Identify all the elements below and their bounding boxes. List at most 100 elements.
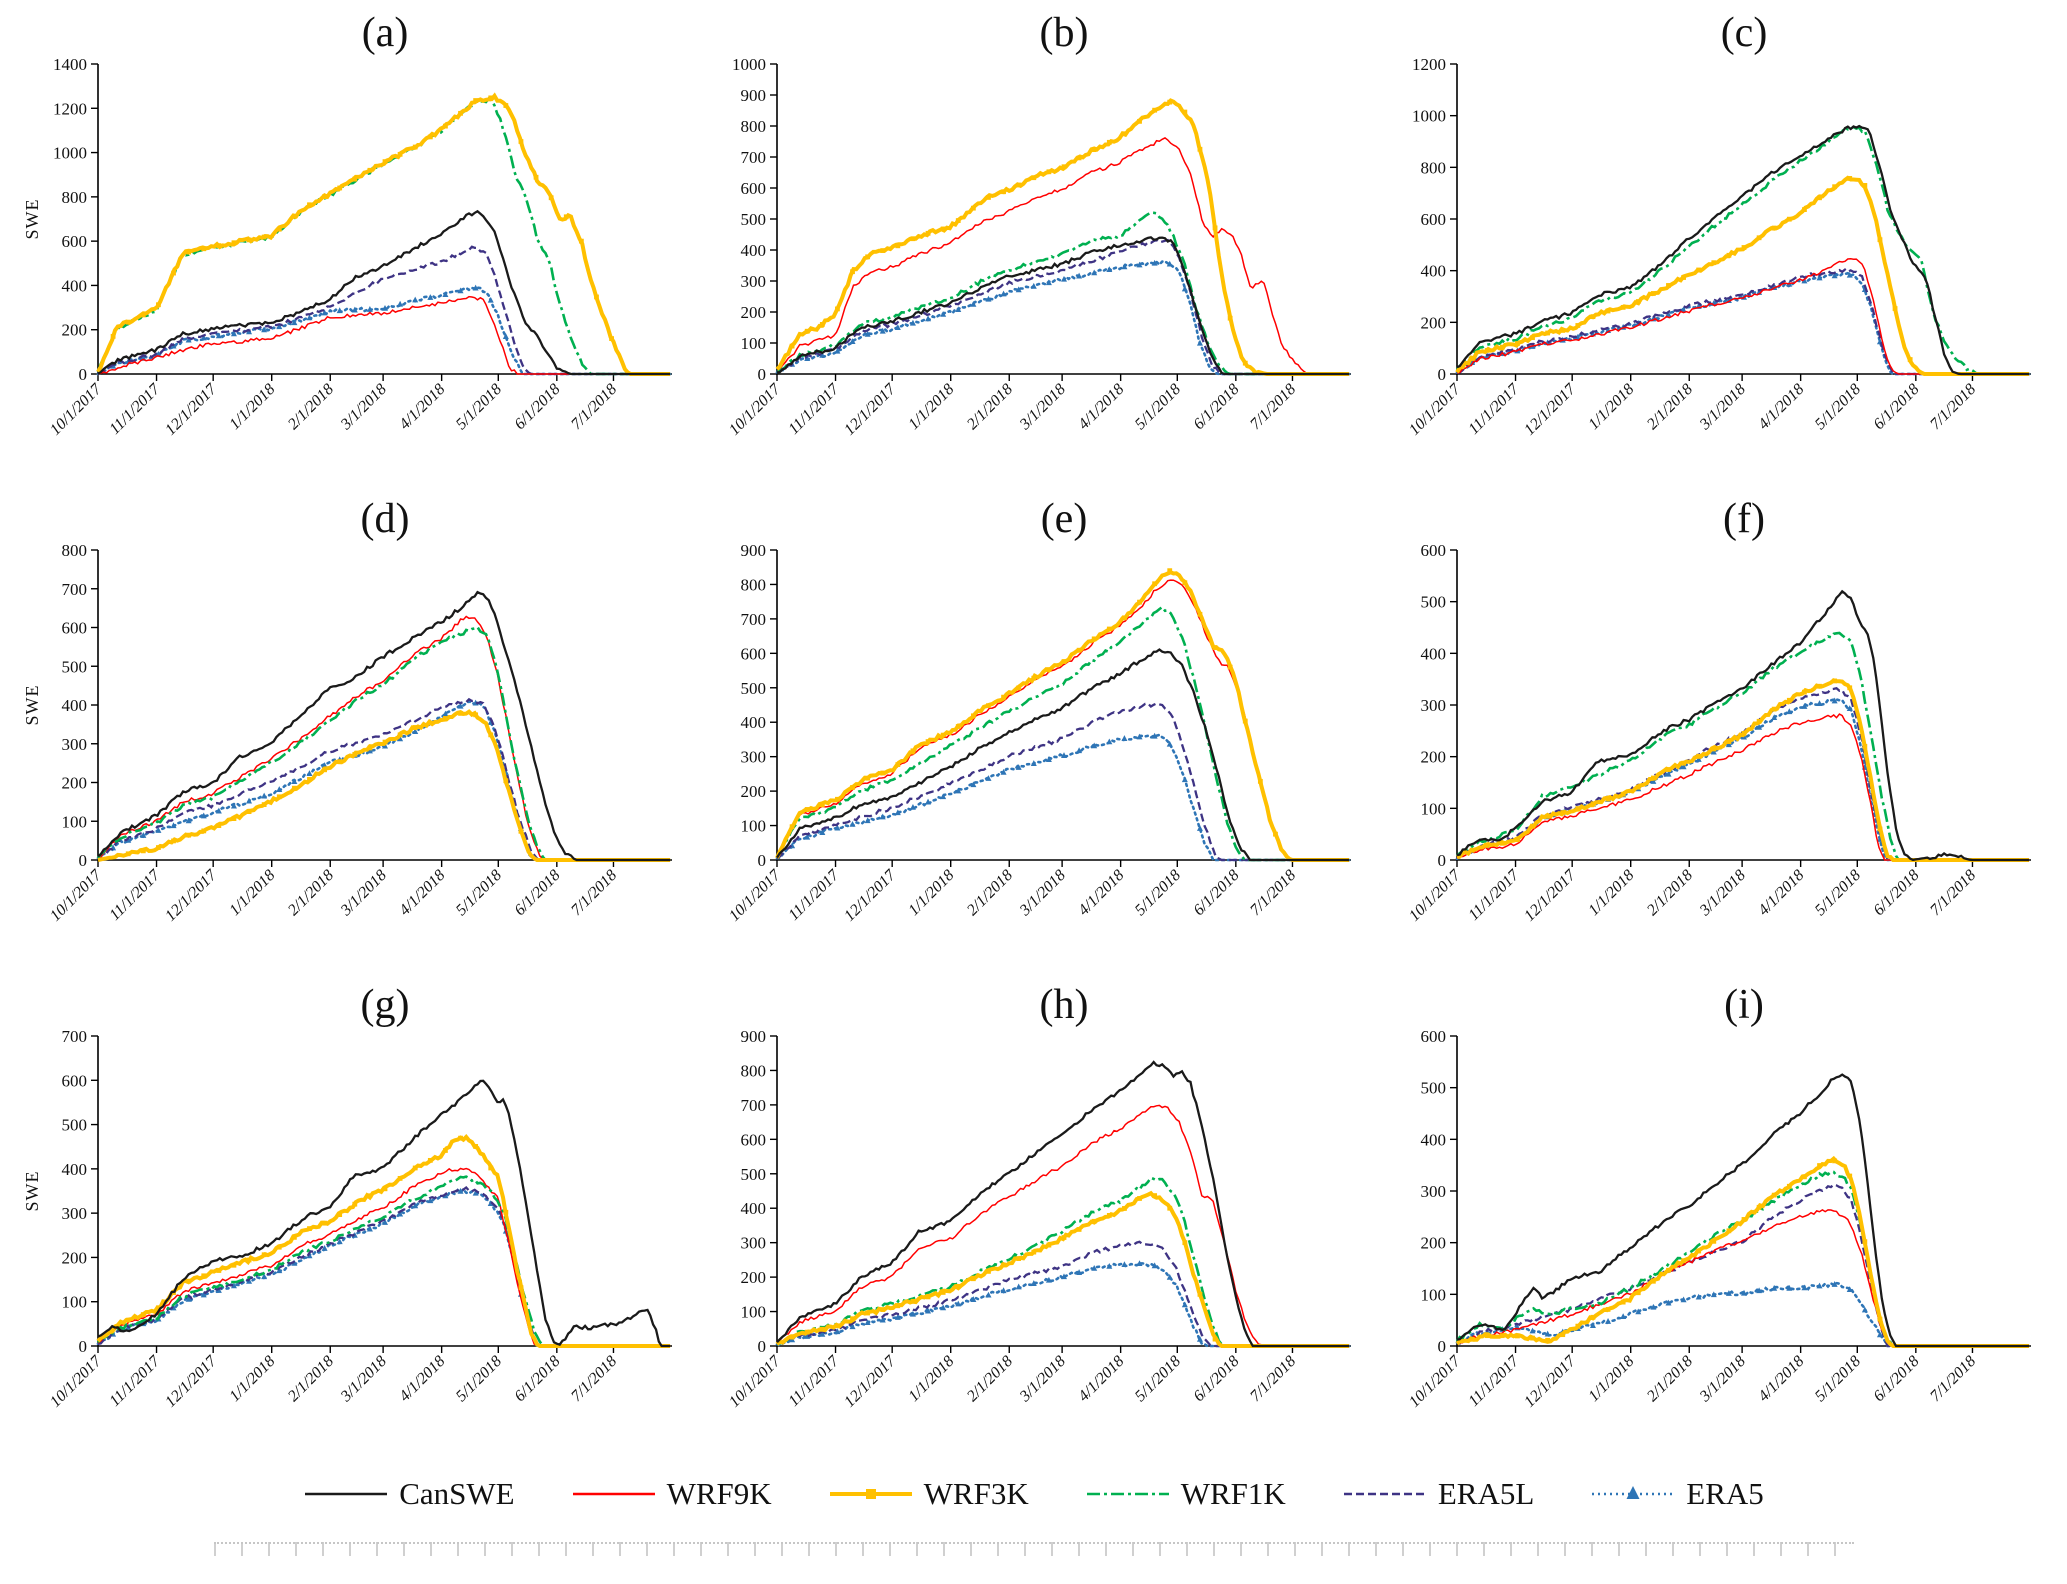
series-WRF3K-marker <box>805 807 811 812</box>
axes <box>1456 64 2032 375</box>
series-ERA5-marker <box>442 710 449 717</box>
series-WRF3K-marker <box>835 1323 841 1329</box>
series-WRF3K-marker <box>941 1290 947 1295</box>
series-WRF3K-marker <box>1152 1193 1158 1198</box>
series-WRF3K-marker <box>337 759 342 765</box>
y-tick-label: 100 <box>741 817 767 836</box>
y-tick-label: 600 <box>741 644 767 663</box>
series-WRF3K-marker <box>956 218 962 223</box>
series-ERA5-marker <box>366 747 373 754</box>
series-WRF3K-marker <box>1651 1278 1656 1284</box>
y-tick-label: 900 <box>741 86 767 105</box>
series-WRF3K-marker <box>1696 1248 1702 1254</box>
series-WRF3K-marker <box>1500 344 1505 350</box>
series-WRF3K-marker <box>1605 796 1611 802</box>
x-tick-label: 5/1/2018 <box>1812 1353 1864 1405</box>
series-WRF3K-marker <box>1711 746 1717 752</box>
series-WRF3K-marker <box>1545 813 1551 819</box>
series-WRF3K-marker <box>1062 1235 1067 1240</box>
x-tick-label: 4/1/2018 <box>396 1353 448 1405</box>
y-tick-label: 800 <box>741 117 767 136</box>
series-WRF3K-marker <box>1862 183 1868 188</box>
series-WRF3K-marker <box>322 767 327 773</box>
series-WRF3K-marker <box>1817 683 1823 689</box>
series-WRF3K-marker <box>367 745 373 751</box>
series-WRF3K-marker <box>1107 626 1113 632</box>
x-tick-label: 2/1/2018 <box>1644 1353 1696 1405</box>
series-ERA5-marker <box>1650 1303 1657 1310</box>
series-ERA5-marker <box>1167 740 1174 747</box>
series-ERA5-marker <box>1121 263 1128 270</box>
x-tick-label: 1/1/2018 <box>226 867 278 919</box>
x-tick-label: 3/1/2018 <box>1696 381 1749 434</box>
x-tick-label: 3/1/2018 <box>337 381 390 434</box>
series-WRF3K-marker <box>1001 694 1007 700</box>
series-WRF3K-marker <box>1484 1333 1490 1339</box>
series-WRF3K-marker <box>1862 1239 1868 1245</box>
legend-swatch-ERA5L <box>1343 1492 1426 1496</box>
series-WRF3K-marker <box>322 1220 327 1226</box>
y-tick-label: 700 <box>741 148 767 167</box>
x-tick-label: 2/1/2018 <box>1644 381 1696 433</box>
series-WRF9K-line <box>1457 257 2030 375</box>
legend-swatch-WRF1K <box>1086 1492 1169 1496</box>
series-WRF3K-marker <box>261 1252 267 1258</box>
panel-label-g: (g) <box>360 982 409 1028</box>
x-tick-label: 11/1/2017 <box>1465 1352 1523 1410</box>
series-WRF3K-marker <box>1636 299 1641 304</box>
series-WRF3K-marker <box>488 1165 493 1171</box>
series-ERA5-marker <box>1091 1264 1098 1271</box>
axes <box>776 1036 1352 1347</box>
series-ERA5-marker <box>276 1267 283 1274</box>
series-WRF3K-marker <box>397 1175 403 1181</box>
series-WRF3K-marker <box>1213 1336 1218 1342</box>
series-WRF3K-marker <box>412 144 418 150</box>
series-ERA5-marker <box>834 824 841 831</box>
legend-label-WRF9K: WRF9K <box>666 1476 772 1511</box>
series-WRF3K-marker <box>246 1257 252 1263</box>
x-tick-label: 10/1/2017 <box>726 380 785 439</box>
series-WRF3K-marker <box>609 336 614 341</box>
chart-panel-d: (d) 0 100 200 300 400 500 600 700 800 10/1/2017 11/… <box>22 496 672 925</box>
x-tick-label: 4/1/2018 <box>1076 1353 1128 1405</box>
series-WRF3K-marker <box>971 205 977 211</box>
series-WRF3K-marker <box>1605 308 1611 314</box>
series-ERA5-marker <box>1182 1301 1189 1308</box>
chart-panel-e: (e) 0 100 200 300 400 500 600 700 800 900 10/1/2017… <box>726 496 1352 925</box>
chart-panel-g: (g) 0 100 200 300 400 500 600 700 10/1/2017 11/1/2… <box>22 982 672 1411</box>
series-WRF3K-marker <box>1062 659 1067 664</box>
series-WRF3K-marker <box>412 1165 418 1171</box>
series-WRF3K-marker <box>1031 675 1037 681</box>
y-tick-label: 0 <box>758 851 767 870</box>
series-ERA5-marker <box>1137 1260 1144 1267</box>
panel-label-c: (c) <box>1721 10 1768 56</box>
series-CanSWE-line <box>97 1079 670 1348</box>
y-tick-label: 400 <box>61 1160 87 1179</box>
series-ERA5-marker <box>895 809 902 816</box>
series-ERA5-marker <box>940 1304 947 1311</box>
series-WRF3K-marker <box>1016 685 1022 691</box>
series-WRF3K-marker <box>790 1334 795 1340</box>
x-tick-label: 5/1/2018 <box>453 867 505 919</box>
series-WRF3K-marker <box>186 249 191 255</box>
series-ERA5-marker <box>396 1210 403 1217</box>
series-WRF3K-marker <box>1515 341 1520 346</box>
series-WRF3K-marker <box>457 110 463 116</box>
series-WRF3K-marker <box>352 1201 358 1207</box>
series-ERA5-line <box>96 286 672 376</box>
series-WRF3K-marker <box>276 794 282 800</box>
series-WRF3K-marker <box>533 174 539 180</box>
series-ERA5-marker <box>1877 1331 1884 1338</box>
x-tick-label: 5/1/2018 <box>1132 867 1184 919</box>
series-WRF3K-marker <box>1500 840 1505 846</box>
x-tick-label: 1/1/2018 <box>906 867 958 919</box>
series-ERA5-line <box>1455 698 2031 862</box>
x-tick-label: 12/1/2017 <box>1521 1352 1580 1411</box>
series-WRF3K-marker <box>291 214 297 219</box>
series-ERA5-marker <box>1741 1289 1748 1296</box>
series-WRF3K-marker <box>1182 1240 1188 1246</box>
series-WRF3K-marker <box>155 302 161 308</box>
series-WRF3K-marker <box>1741 245 1747 250</box>
series-WRF3K-marker <box>1696 753 1702 759</box>
series-ERA5-marker <box>1726 1290 1733 1296</box>
